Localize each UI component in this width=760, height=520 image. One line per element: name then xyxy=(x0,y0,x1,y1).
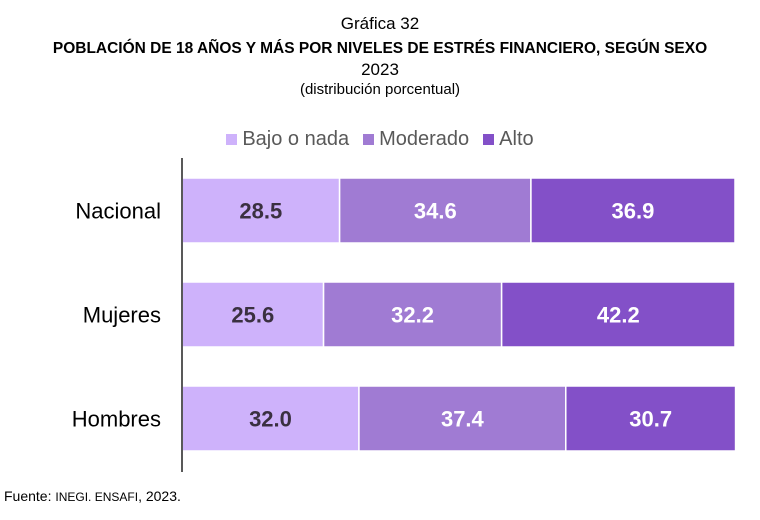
legend-item-bajo: Bajo o nada xyxy=(226,128,349,151)
legend-label-alto: Alto xyxy=(499,128,534,150)
bar-hombres-1 xyxy=(358,385,567,452)
legend-item-moderado: Moderado xyxy=(363,128,469,151)
legend-label-moderado: Moderado xyxy=(379,128,470,150)
data-label-mujeres-2: 42.2 xyxy=(597,303,640,328)
data-label-nacional-2: 36.9 xyxy=(612,199,655,224)
bar-nacional-2 xyxy=(530,177,736,244)
chart-title: POBLACIÓN DE 18 AÑOS Y MÁS POR NIVELES D… xyxy=(52,40,708,57)
legend-swatch-bajo xyxy=(226,134,238,145)
source-prefix: Fuente: xyxy=(4,488,56,504)
legend-swatch-alto xyxy=(483,134,495,145)
bar-mujeres-2 xyxy=(500,281,736,348)
chart-year: 2023 xyxy=(361,60,399,79)
bar-nacional-0 xyxy=(181,177,341,244)
category-label-nacional: Nacional xyxy=(75,199,161,224)
data-label-nacional-0: 28.5 xyxy=(239,199,282,224)
category-label-hombres: Hombres xyxy=(72,407,161,432)
data-label-hombres-1: 37.4 xyxy=(441,407,485,432)
chart-subtitle: (distribución porcentual) xyxy=(299,81,461,98)
bar-nacional-1 xyxy=(338,177,532,244)
legend-label-bajo: Bajo o nada xyxy=(242,128,350,150)
legend: Bajo o nada Moderado Alto xyxy=(0,128,760,151)
source-suffix: , 2023. xyxy=(138,488,181,504)
bar-hombres-2 xyxy=(565,385,737,452)
legend-item-alto: Alto xyxy=(483,128,534,151)
data-label-hombres-2: 30.7 xyxy=(629,407,672,432)
category-label-mujeres: Mujeres xyxy=(83,303,161,328)
bar-hombres-0 xyxy=(181,385,360,452)
source-org: INEGI. ENSAFI xyxy=(55,490,139,504)
data-label-mujeres-1: 32.2 xyxy=(391,303,434,328)
source-note: Fuente: INEGI. ENSAFI, 2023. xyxy=(4,488,181,504)
data-label-hombres-0: 32.0 xyxy=(249,407,292,432)
data-label-mujeres-0: 25.6 xyxy=(231,303,274,328)
legend-swatch-moderado xyxy=(363,134,375,145)
chart-number: Gráfica 32 xyxy=(340,14,420,33)
data-label-nacional-1: 34.6 xyxy=(414,199,457,224)
